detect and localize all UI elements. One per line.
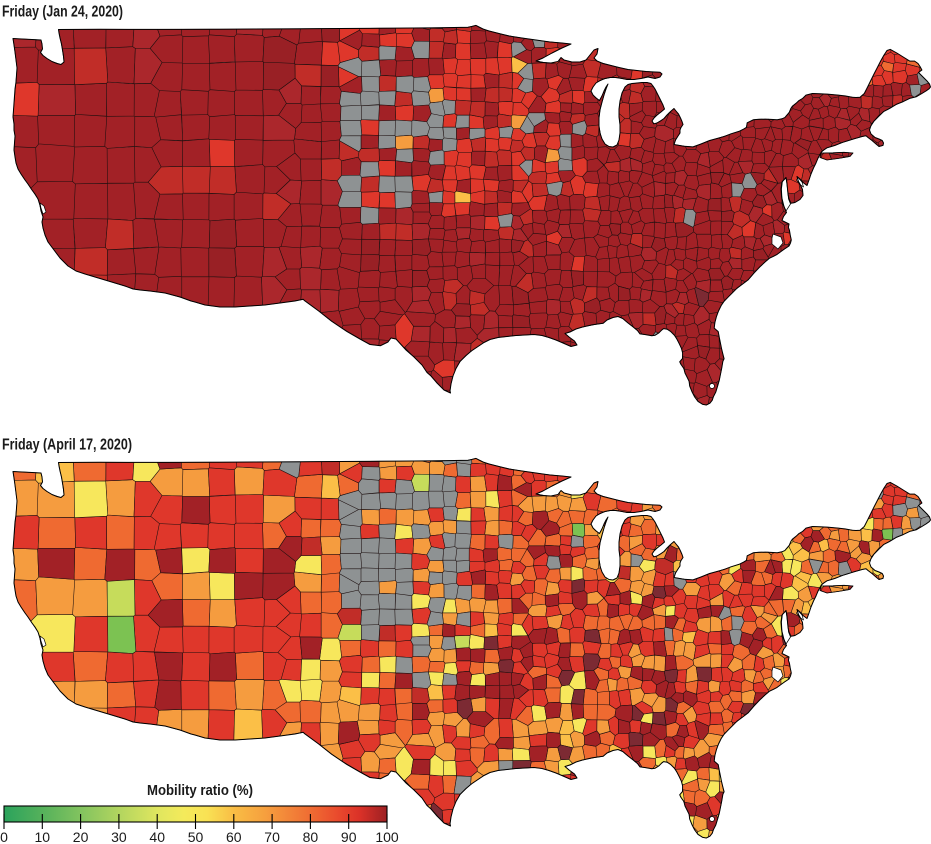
svg-text:Mobility ratio (%): Mobility ratio (%) — [147, 783, 253, 799]
svg-text:100: 100 — [375, 829, 399, 844]
svg-text:60: 60 — [226, 829, 242, 844]
svg-text:20: 20 — [73, 829, 89, 844]
svg-text:80: 80 — [303, 829, 319, 844]
svg-text:10: 10 — [35, 829, 51, 844]
svg-text:90: 90 — [341, 829, 357, 844]
svg-text:40: 40 — [149, 829, 165, 844]
svg-text:30: 30 — [111, 829, 127, 844]
svg-text:0: 0 — [0, 829, 8, 844]
svg-text:Friday (April 17, 2020): Friday (April 17, 2020) — [2, 437, 132, 454]
svg-text:Friday (Jan 24, 2020): Friday (Jan 24, 2020) — [2, 4, 123, 21]
svg-text:70: 70 — [264, 829, 280, 844]
svg-text:50: 50 — [188, 829, 204, 844]
